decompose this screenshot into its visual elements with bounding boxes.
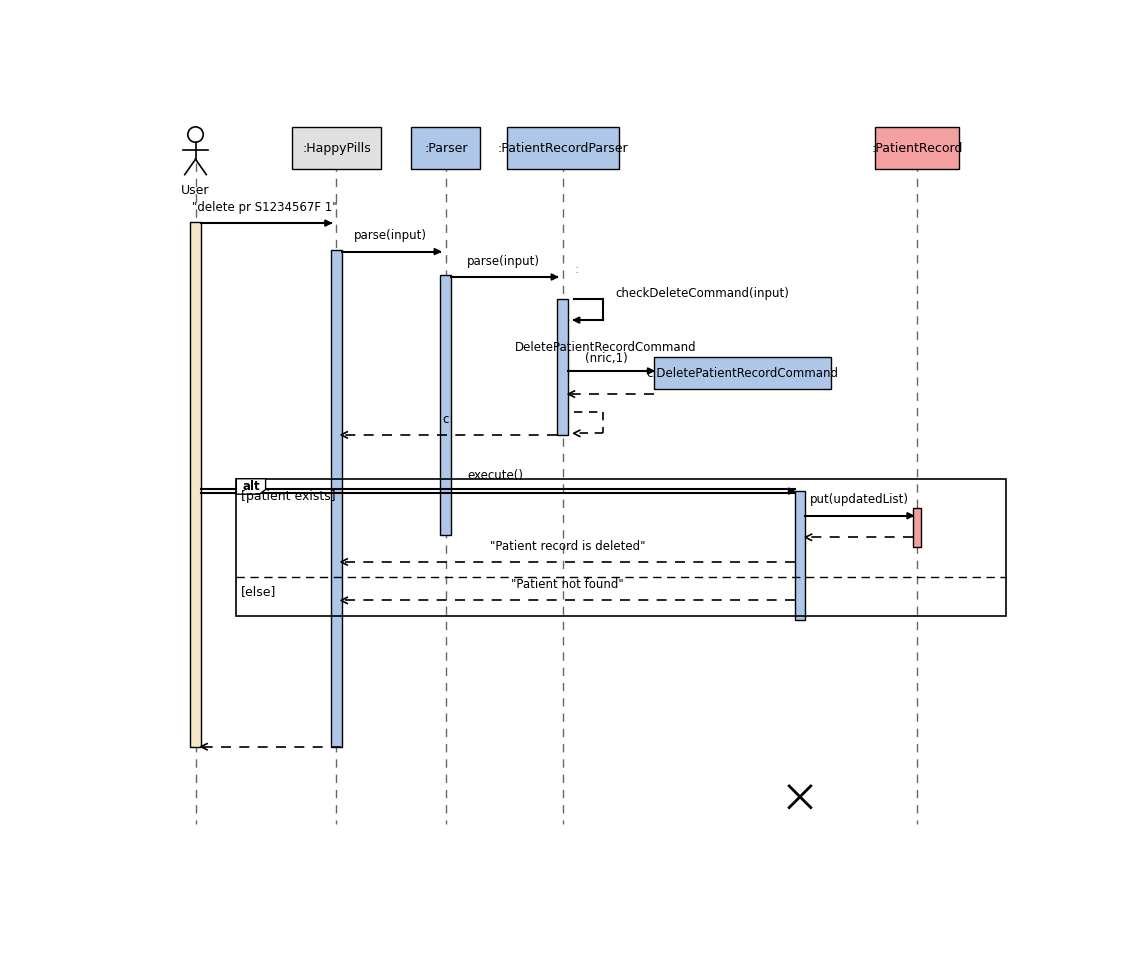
Text: alt: alt [242,480,260,493]
Bar [507,127,618,169]
Polygon shape [648,368,654,374]
Polygon shape [907,512,913,519]
Polygon shape [325,220,331,226]
Text: parse(input): parse(input) [354,230,427,242]
Bar [411,127,480,169]
Text: [else]: [else] [241,584,276,598]
Text: :HappyPills: :HappyPills [302,141,371,155]
Text: checkDeleteCommand(input): checkDeleteCommand(input) [615,287,790,301]
Text: :: : [575,262,578,276]
Text: :PatientRecordParser: :PatientRecordParser [497,141,629,155]
Bar [292,127,381,169]
Bar [331,250,342,747]
Polygon shape [788,488,794,494]
Polygon shape [551,274,558,280]
Text: :Parser: :Parser [424,141,468,155]
Text: put(updatedList): put(updatedList) [810,494,908,506]
Text: c:DeletePatientRecordCommand: c:DeletePatientRecordCommand [646,367,839,380]
Text: (nric,1): (nric,1) [584,352,628,365]
Text: execute(): execute() [468,469,524,481]
Text: "delete pr S1234567F 1": "delete pr S1234567F 1" [192,201,338,214]
Polygon shape [435,249,440,255]
Text: [patient exists]: [patient exists] [241,490,335,503]
Bar [191,222,201,747]
Polygon shape [236,479,266,494]
Text: DeletePatientRecordCommand: DeletePatientRecordCommand [515,341,697,354]
Bar [875,127,960,169]
Bar [440,276,451,535]
Text: parse(input): parse(input) [467,255,540,268]
Bar [558,299,568,435]
Bar [913,508,921,547]
Text: "Patient record is deleted": "Patient record is deleted" [489,540,645,553]
Text: "Patient not found": "Patient not found" [511,579,624,591]
Text: :PatientRecord: :PatientRecord [872,141,963,155]
Polygon shape [574,317,580,323]
Text: c: c [443,412,448,426]
Bar [794,491,806,620]
Bar [236,479,1006,616]
Bar [654,357,831,389]
Text: User: User [181,184,210,197]
